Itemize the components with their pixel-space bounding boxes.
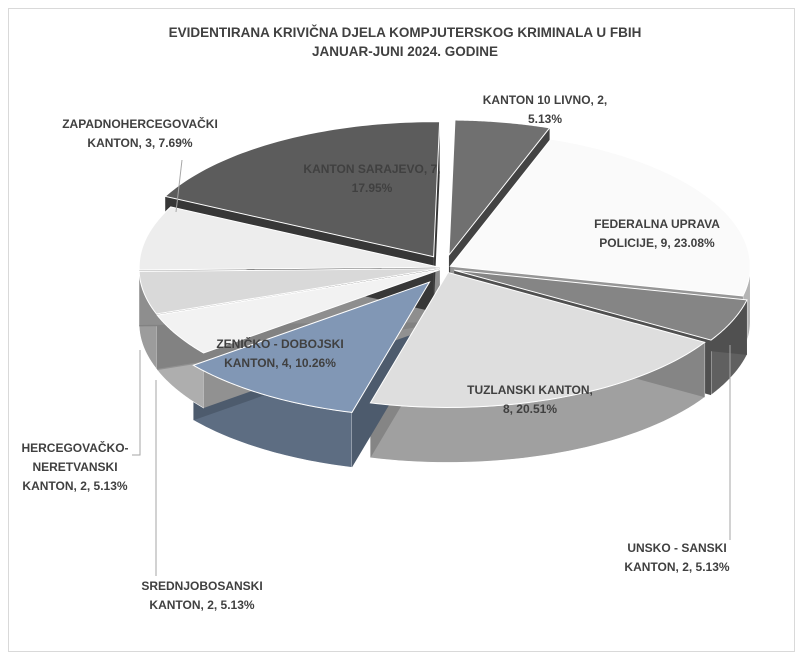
chart-title: EVIDENTIRANA KRIVIČNA DJELA KOMPJUTERSKO… xyxy=(169,25,642,59)
pie-slice xyxy=(448,119,551,257)
data-label: FEDERALNA UPRAVA POLICIJE, 9, 23.08% xyxy=(594,217,720,250)
pie-slice xyxy=(138,268,440,315)
data-label: SREDNJOBOSANSKI KANTON, 2, 5.13% xyxy=(141,579,262,612)
data-label: KANTON 10 LIVNO, 2, 5.13% xyxy=(483,93,607,126)
leader-line xyxy=(132,350,141,456)
data-label: ZAPADNOHERCEGOVAČKI KANTON, 3, 7.69% xyxy=(62,116,218,150)
data-label: KANTON SARAJEVO, 7, 17.95% xyxy=(303,162,440,195)
pie-tops xyxy=(138,119,751,413)
pie-slice xyxy=(156,269,440,354)
pie-slice xyxy=(164,121,441,258)
pie-slice-face xyxy=(433,121,440,312)
leader-line xyxy=(175,159,183,213)
data-label: TUZLANSKI KANTON, 8, 20.51% xyxy=(467,383,593,416)
data-label: ZENIČKO - DOBOJSKI KANTON, 4, 10.26% xyxy=(216,336,343,370)
pie-slice xyxy=(454,269,748,341)
pie-slice xyxy=(192,281,431,413)
pie-slice xyxy=(138,206,440,271)
pie-slice xyxy=(449,138,751,297)
data-label: HERCEGOVAČKO-NERETVANSKI KANTON, 2, 5.13% xyxy=(21,440,128,493)
pie-slice xyxy=(369,271,706,408)
data-label: UNSKO - SANSKI KANTON, 2, 5.13% xyxy=(624,541,729,574)
